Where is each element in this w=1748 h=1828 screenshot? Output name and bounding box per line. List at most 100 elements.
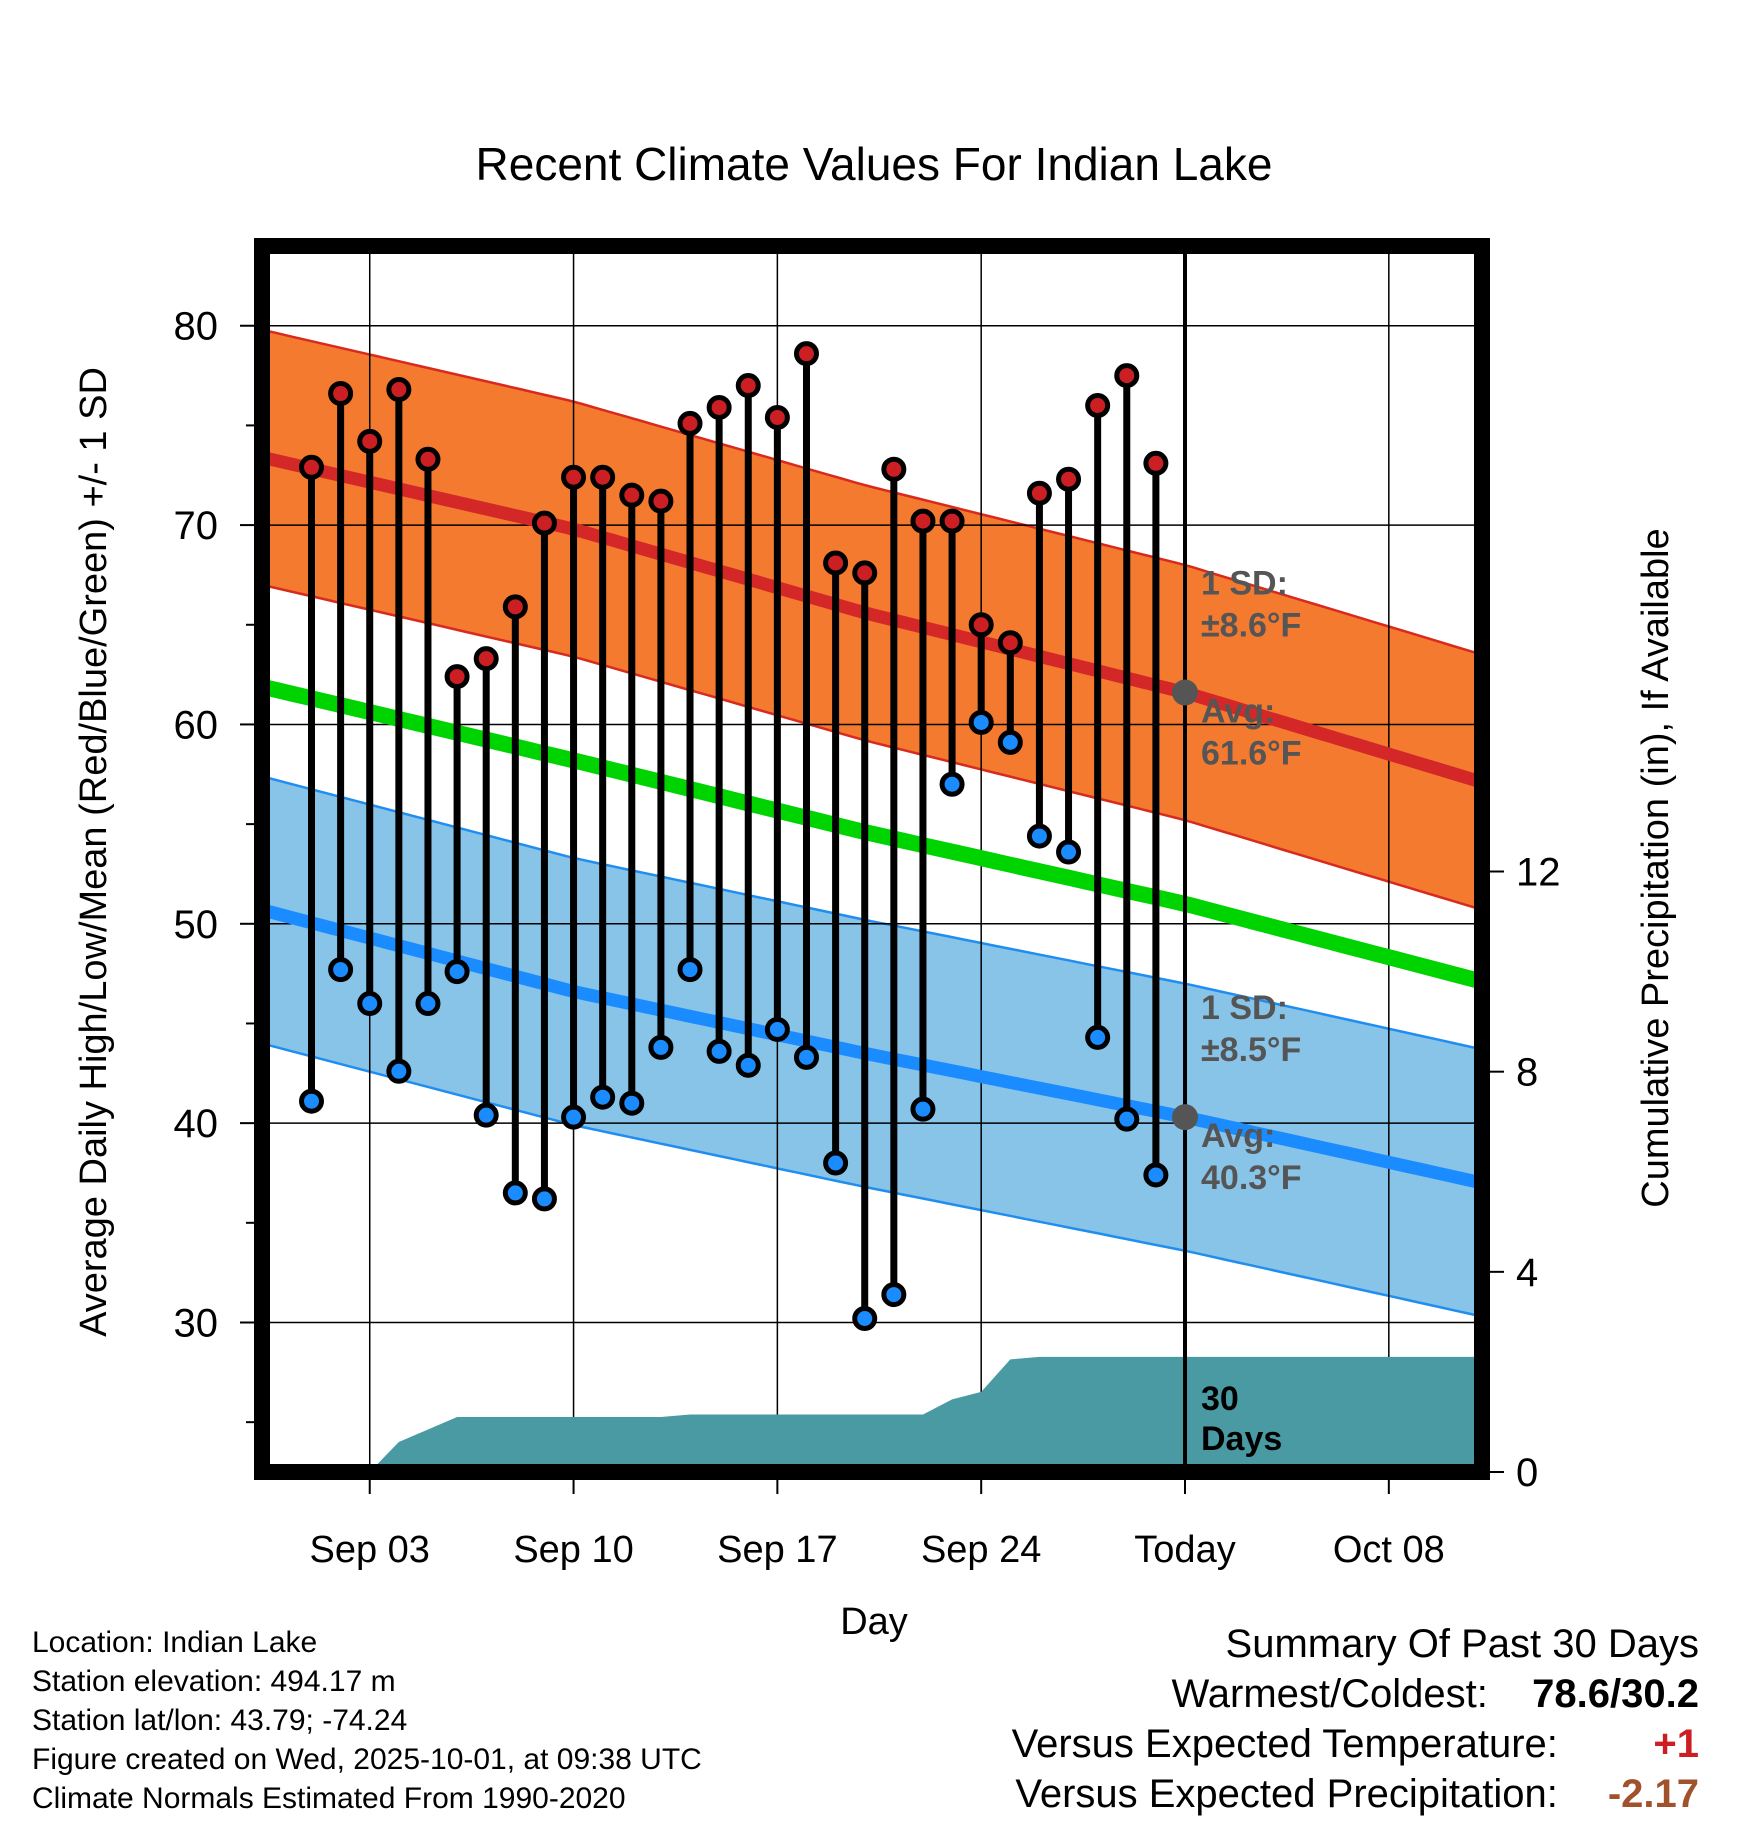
x-tick-label: Sep 03 <box>310 1529 430 1571</box>
low-avg-marker <box>1172 1104 1199 1131</box>
daily-high-point <box>881 456 907 482</box>
daily-low-point <box>298 1088 324 1114</box>
chart-title: Recent Climate Values For Indian Lake <box>476 138 1273 190</box>
info-latlon: Station lat/lon: 43.79; -74.24 <box>32 1704 408 1737</box>
daily-high-point <box>910 508 936 534</box>
high-avg-marker <box>1172 679 1199 706</box>
low-avg-value: 40.3°F <box>1201 1159 1302 1197</box>
low-avg-label: Avg: <box>1201 1117 1275 1155</box>
daily-low-point <box>881 1282 907 1308</box>
info-created: Figure created on Wed, 2025-10-01, at 09… <box>32 1743 702 1776</box>
y-tick-label: 40 <box>174 1102 219 1146</box>
low-sd-label: 1 SD: <box>1201 989 1288 1027</box>
daily-low-point <box>1085 1024 1111 1050</box>
daily-high-point <box>677 410 703 436</box>
high-avg-value: 61.6°F <box>1201 735 1302 773</box>
x-axis-label: Day <box>840 1601 908 1643</box>
summary-title: Summary Of Past 30 Days <box>1225 1622 1699 1666</box>
y-tick-label: 80 <box>174 305 219 349</box>
high-sd-label: 1 SD: <box>1201 565 1288 603</box>
info-location: Location: Indian Lake <box>32 1626 318 1659</box>
plot-content: 1 SD: ±8.6°F Avg: 61.6°F 1 SD: ±8.5°F Avg: 40.3… <box>262 246 1482 1472</box>
daily-low-point <box>910 1096 936 1122</box>
daily-high-point <box>328 381 354 407</box>
daily-low-point <box>677 957 703 983</box>
high-avg-label: Avg: <box>1201 693 1275 731</box>
low-sd-value: ±8.5°F <box>1201 1031 1301 1069</box>
summary-precip-value: -2.17 <box>1607 1772 1699 1816</box>
daily-high-point <box>357 428 383 454</box>
x-tick-label: Sep 17 <box>717 1529 837 1571</box>
normal-mean-line <box>262 678 1482 990</box>
summary-temp-label: Versus Expected Temperature: <box>1011 1722 1558 1766</box>
daily-low-point <box>415 991 441 1017</box>
low-band-upper-edge <box>262 775 1482 1051</box>
x-tick-label: Oct 08 <box>1333 1529 1445 1571</box>
daily-low-point <box>997 729 1023 755</box>
daily-low-point <box>1026 823 1052 849</box>
summary-warmest-label: Warmest/Coldest: <box>1171 1672 1488 1716</box>
days-count-number: 30 <box>1201 1380 1239 1418</box>
daily-low-point <box>1114 1106 1140 1132</box>
daily-high-point <box>561 464 587 490</box>
daily-high-point <box>764 404 790 430</box>
daily-high-point <box>1114 363 1140 389</box>
y-axis-label: Average Daily High/Low/Mean (Red/Blue/Gr… <box>73 367 115 1337</box>
summary-precip-label: Versus Expected Precipitation: <box>1015 1772 1558 1816</box>
daily-high-point <box>939 508 965 534</box>
daily-low-point <box>386 1058 412 1084</box>
daily-low-point <box>502 1180 528 1206</box>
daily-high-point <box>706 394 732 420</box>
daily-high-point <box>444 664 470 690</box>
low-sd-band <box>262 776 1482 1317</box>
daily-high-point <box>473 646 499 672</box>
low-band-lower-edge <box>262 1042 1482 1318</box>
daily-low-point <box>852 1306 878 1332</box>
axes: 30 40 50 60 70 80 0 4 8 12 Sep 03 Sep 10 Sep 17 Sep 2… <box>174 238 1561 1571</box>
info-normals: Climate Normals Estimated From 1990-2020 <box>32 1782 626 1815</box>
daily-high-point <box>1026 480 1052 506</box>
x-tick-label: Today <box>1134 1529 1235 1571</box>
daily-high-point <box>735 373 761 399</box>
daily-low-point <box>619 1090 645 1116</box>
daily-low-point <box>561 1104 587 1130</box>
days-count-word: Days <box>1201 1420 1282 1458</box>
station-info: Location: Indian Lake Station elevation:… <box>32 1623 702 1818</box>
y-tick-label: 60 <box>174 703 219 747</box>
summary-temp-value: +1 <box>1653 1722 1699 1766</box>
daily-high-point <box>502 594 528 620</box>
daily-low-point <box>735 1052 761 1078</box>
summary-warmest-value: 78.6/30.2 <box>1532 1672 1699 1716</box>
daily-low-point <box>939 771 965 797</box>
daily-low-point <box>1143 1162 1169 1188</box>
daily-low-point <box>968 709 994 735</box>
summary-warmest-row: Warmest/Coldest: 78.6/30.2 <box>1012 1669 1700 1719</box>
y2-tick-label: 8 <box>1516 1051 1538 1095</box>
daily-high-point <box>1056 466 1082 492</box>
y2-tick-label: 12 <box>1516 851 1561 895</box>
daily-high-point <box>852 560 878 586</box>
summary-temp-row: Versus Expected Temperature: +1 <box>1012 1719 1699 1769</box>
daily-low-point <box>531 1186 557 1212</box>
daily-high-point <box>531 510 557 536</box>
info-elevation: Station elevation: 494.17 m <box>32 1665 396 1698</box>
daily-low-point <box>706 1038 732 1064</box>
daily-high-point <box>619 482 645 508</box>
x-tick-label: Sep 10 <box>513 1529 633 1571</box>
plot-area: 1 SD: ±8.6°F Avg: 61.6°F 1 SD: ±8.5°F Avg: 40.3… <box>262 246 1482 1472</box>
daily-low-point <box>823 1150 849 1176</box>
normal-high-line <box>262 450 1482 789</box>
daily-high-point <box>648 488 674 514</box>
daily-high-point <box>823 550 849 576</box>
summary-precip-row: Versus Expected Precipitation: -2.17 <box>1012 1769 1699 1819</box>
daily-low-point <box>648 1034 674 1060</box>
daily-high-point <box>590 464 616 490</box>
high-band-upper-edge <box>262 328 1482 656</box>
daily-high-point <box>386 377 412 403</box>
daily-low-point <box>793 1044 819 1070</box>
y-tick-label: 70 <box>174 504 219 548</box>
daily-high-point <box>298 454 324 480</box>
y-tick-label: 30 <box>174 1301 219 1345</box>
daily-high-point <box>793 341 819 367</box>
